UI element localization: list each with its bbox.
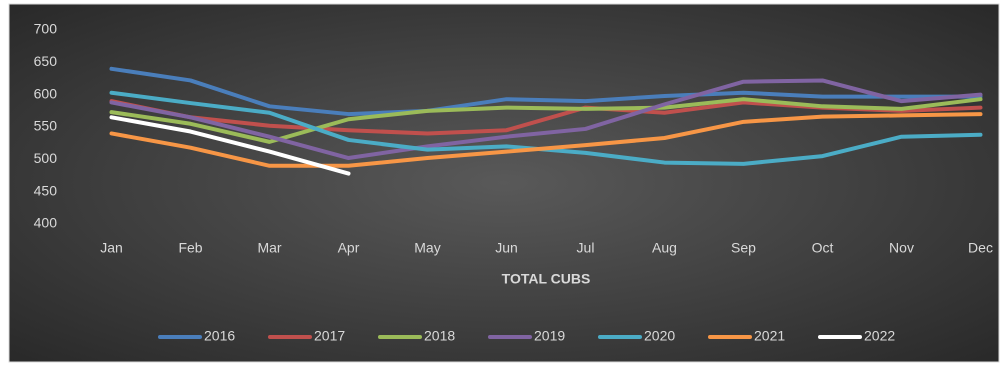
legend-label: 2020: [644, 328, 675, 344]
y-tick-label: 650: [34, 53, 58, 69]
x-tick-label: Jan: [100, 240, 123, 256]
x-tick-label: Oct: [812, 240, 834, 256]
legend-label: 2021: [754, 328, 785, 344]
x-tick-label: Feb: [178, 240, 202, 256]
y-tick-label: 450: [34, 182, 58, 198]
x-tick-label: May: [414, 240, 440, 256]
chart-title: TOTAL CUBS: [502, 271, 591, 287]
series-line: [109, 115, 351, 176]
legend-label: 2022: [864, 328, 895, 344]
legend-label: 2017: [314, 328, 345, 344]
legend-label: 2019: [534, 328, 565, 344]
legend-label: 2018: [424, 328, 455, 344]
y-tick-label: 550: [34, 118, 58, 134]
y-tick-label: 400: [34, 215, 58, 231]
series-line: [109, 78, 983, 161]
x-tick-label: Dec: [968, 240, 993, 256]
x-tick-label: Mar: [257, 240, 281, 256]
series-line: [109, 112, 983, 168]
series-line: [109, 66, 983, 117]
x-tick-label: Apr: [338, 240, 360, 256]
x-tick-label: Aug: [652, 240, 677, 256]
x-tick-label: Jun: [495, 240, 518, 256]
y-tick-label: 500: [34, 150, 58, 166]
y-tick-label: 700: [34, 21, 58, 37]
y-tick-label: 600: [34, 85, 58, 101]
series-line: [109, 97, 983, 144]
x-tick-label: Nov: [889, 240, 914, 256]
x-tick-label: Sep: [731, 240, 756, 256]
chart-background: [8, 3, 1000, 363]
x-tick-label: Jul: [577, 240, 595, 256]
legend-label: 2016: [204, 328, 235, 344]
